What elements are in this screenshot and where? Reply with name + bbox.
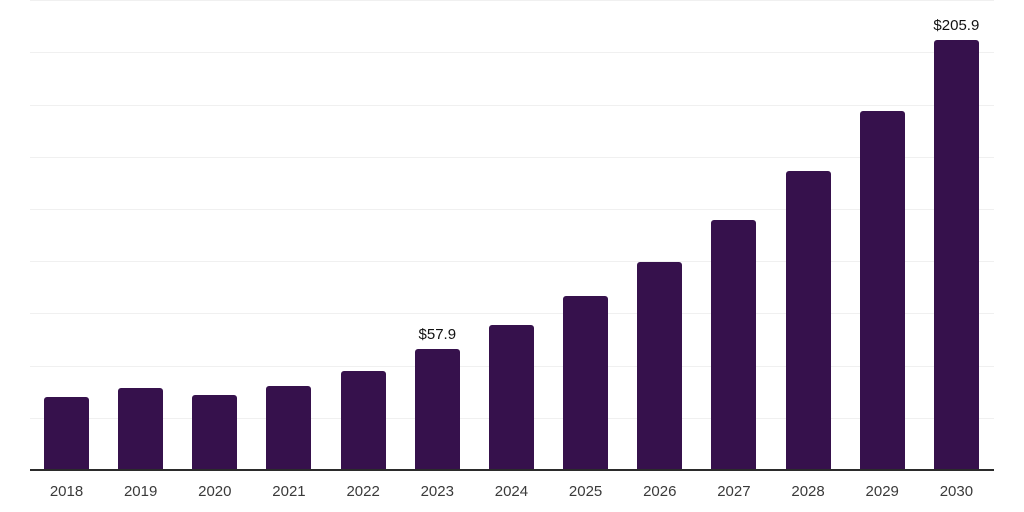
plot-area: $57.9 $205.9 bbox=[30, 0, 994, 470]
x-tick-label-2028: 2028 bbox=[791, 483, 825, 500]
bar-2023: $57.9 bbox=[414, 326, 460, 470]
gridline bbox=[30, 52, 994, 54]
x-tick-label-2029: 2029 bbox=[865, 483, 899, 500]
bar-2022 bbox=[340, 371, 386, 470]
x-tick-label-2027: 2027 bbox=[717, 483, 751, 500]
x-tick-label-2018: 2018 bbox=[49, 483, 84, 500]
bar-2025 bbox=[563, 296, 609, 470]
x-tick-label-2023: 2023 bbox=[420, 483, 454, 500]
bar-value-label-2023: $57.9 bbox=[418, 326, 457, 343]
bar-2026 bbox=[637, 262, 683, 470]
gridline bbox=[30, 104, 994, 106]
x-tick-label-2019: 2019 bbox=[123, 483, 158, 500]
bar-2030: $205.9 bbox=[933, 17, 979, 470]
x-tick-label-2020: 2020 bbox=[198, 483, 232, 500]
x-axis-line bbox=[30, 469, 994, 471]
bar-value-label-2030: $205.9 bbox=[933, 17, 980, 34]
bar-2021 bbox=[266, 386, 312, 470]
bar-2019 bbox=[118, 388, 164, 470]
gridline bbox=[30, 313, 994, 315]
gridline bbox=[30, 261, 994, 263]
x-tick-label-2025: 2025 bbox=[568, 483, 603, 500]
bar-2020 bbox=[192, 395, 238, 470]
x-tick-label-2022: 2022 bbox=[346, 483, 380, 500]
gridline bbox=[30, 156, 994, 158]
x-tick-label-2024: 2024 bbox=[494, 483, 529, 500]
bar-2027 bbox=[711, 220, 757, 470]
bars-container: $57.9 $205.9 bbox=[30, 0, 994, 470]
x-tick-label-2026: 2026 bbox=[643, 483, 677, 500]
bar-2029 bbox=[859, 111, 905, 470]
bar-2028 bbox=[785, 171, 831, 470]
bar-2024 bbox=[488, 325, 534, 470]
x-tick-label-2021: 2021 bbox=[272, 483, 306, 500]
x-axis-labels: 2018 2019 2020 2021 2022 2023 2024 2025 2026 2027… bbox=[30, 483, 994, 501]
bar-2018 bbox=[44, 397, 89, 470]
x-tick-label-2030: 2030 bbox=[939, 483, 974, 500]
gridline bbox=[30, 209, 994, 210]
gridline bbox=[30, 0, 994, 2]
